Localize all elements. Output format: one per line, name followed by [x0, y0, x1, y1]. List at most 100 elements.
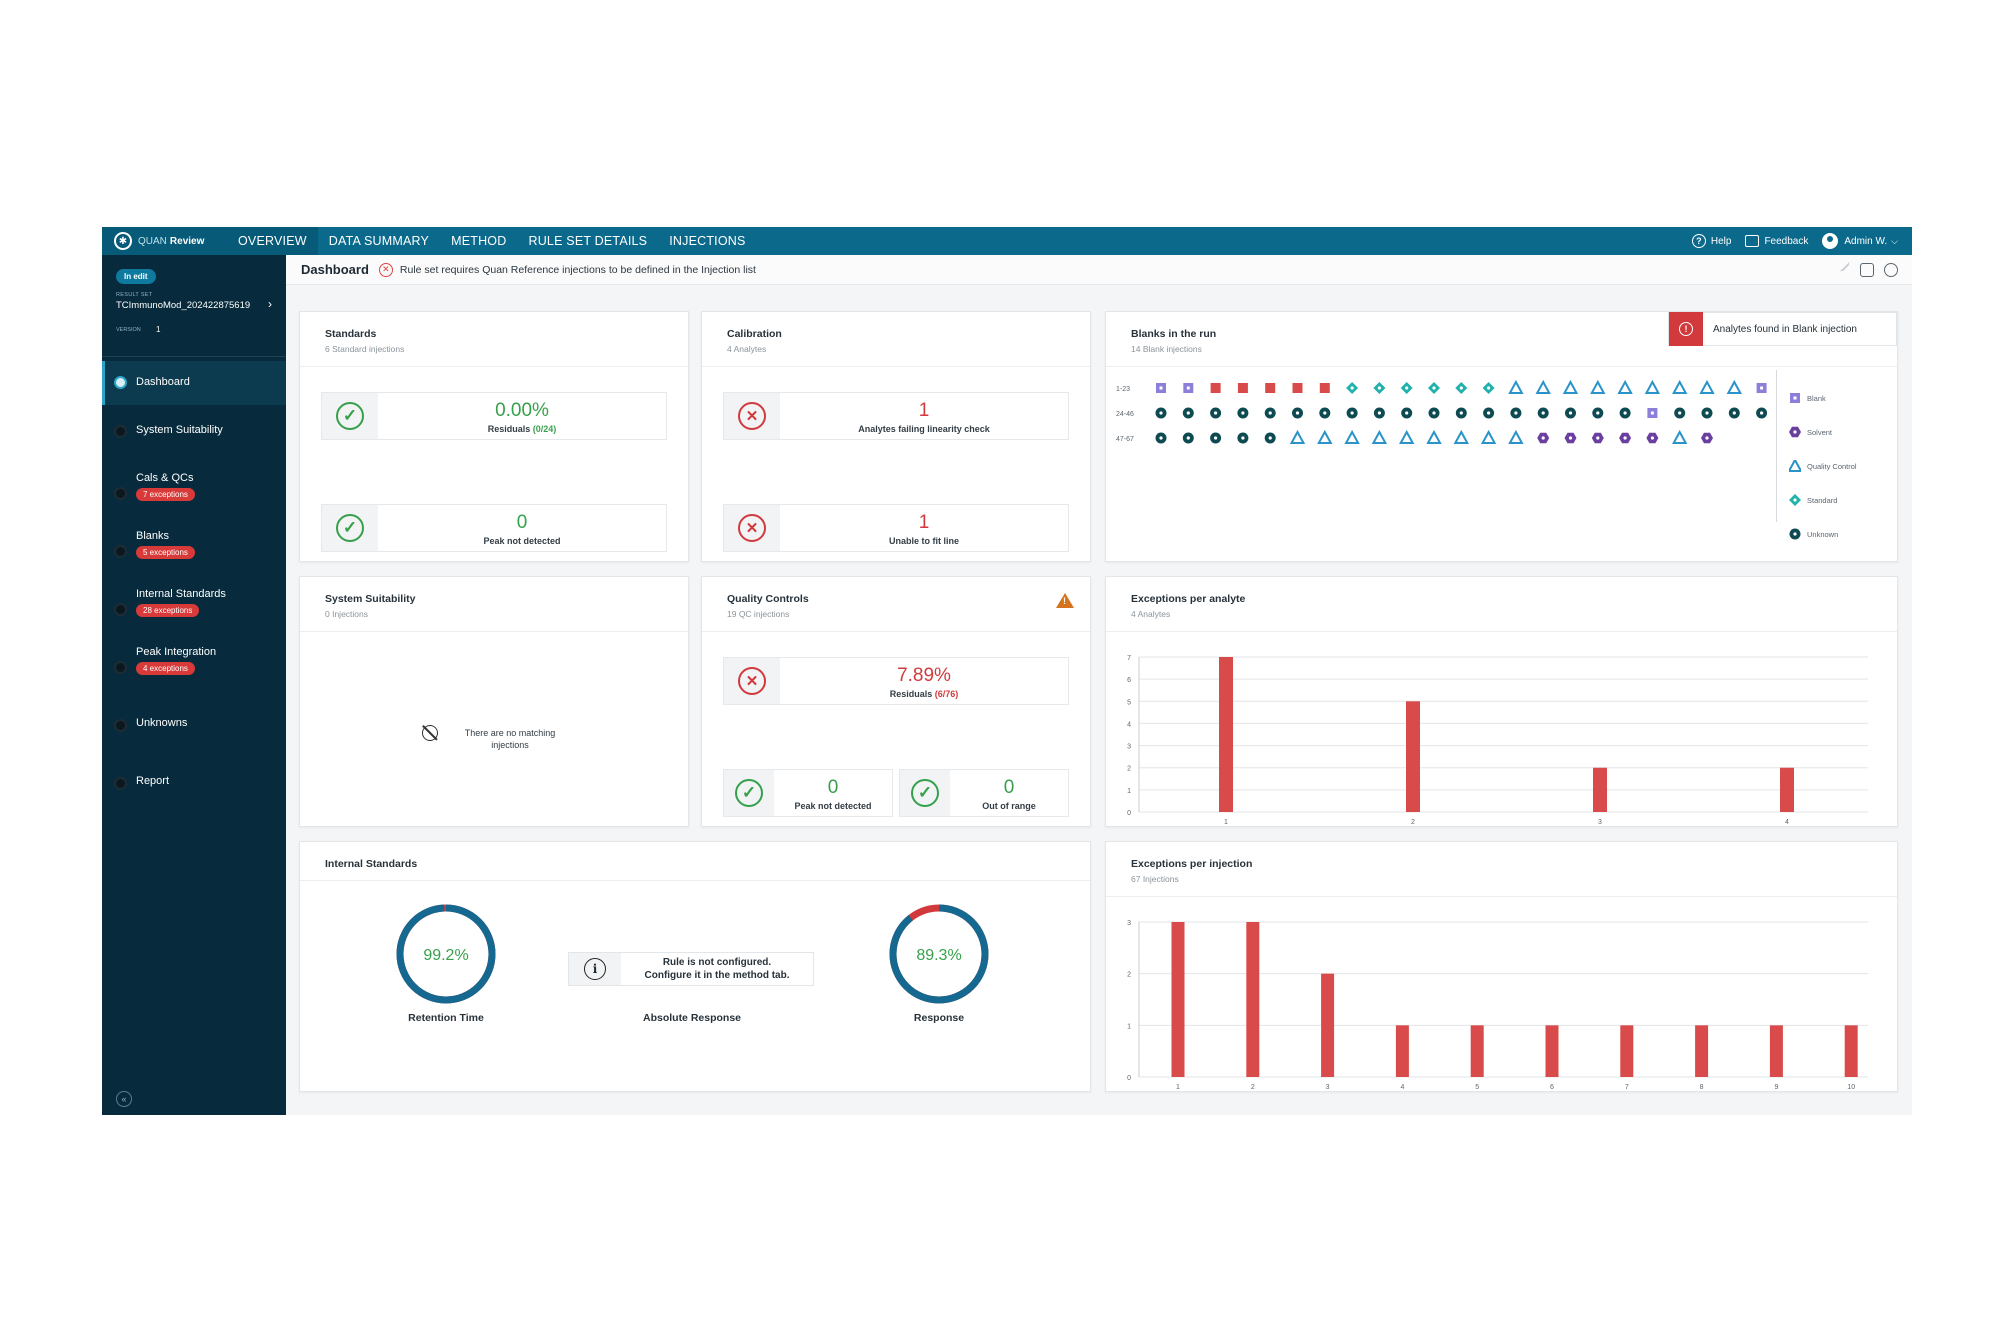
- residuals-stat[interactable]: ✓ 0.00% Residuals (0/24): [321, 392, 667, 440]
- stat-label: Analytes failing linearity check: [858, 424, 990, 434]
- quality-control-marker[interactable]: [1399, 429, 1415, 444]
- sidebar-item-peak-integration[interactable]: Peak Integration 4 exceptions: [102, 637, 286, 695]
- qc-peak-not-detected-stat[interactable]: ✓ 0 Peak not detected: [723, 769, 893, 817]
- y-tick-label: 2: [1127, 766, 1131, 773]
- quality-control-marker[interactable]: [1562, 379, 1579, 394]
- bar[interactable]: [1321, 973, 1335, 1077]
- feedback-button[interactable]: Feedback: [1745, 235, 1808, 247]
- quality-control-marker[interactable]: [1672, 379, 1688, 394]
- linearity-stat[interactable]: ✕ 1 Analytes failing linearity check: [723, 392, 1069, 440]
- bar[interactable]: [1620, 1025, 1634, 1077]
- warning-icon[interactable]: [1056, 593, 1074, 608]
- quality-control-marker[interactable]: [1371, 429, 1388, 444]
- bar[interactable]: [1780, 767, 1794, 812]
- stat-value: 0: [516, 512, 528, 533]
- quality-control-marker[interactable]: [1480, 429, 1497, 444]
- help-label: Help: [1710, 235, 1732, 247]
- chevron-right-icon[interactable]: ›: [268, 297, 272, 311]
- bar[interactable]: [1844, 1025, 1858, 1077]
- step-dot-icon: [114, 661, 127, 674]
- app-brand[interactable]: ✱ QUAN Review: [102, 227, 227, 255]
- bar[interactable]: [1395, 1025, 1409, 1077]
- collapse-sidebar-icon[interactable]: «: [116, 1091, 132, 1107]
- step-dot-icon: [114, 719, 127, 732]
- detected-blank-marker[interactable]: [1319, 383, 1330, 393]
- sidebar-item-cals-qcs[interactable]: Cals & QCs 7 exceptions: [102, 463, 286, 521]
- quality-control-marker[interactable]: [1453, 429, 1469, 444]
- marker-center: [1732, 411, 1736, 415]
- sidebar-item-unknowns[interactable]: Unknowns: [102, 695, 286, 753]
- sidebar-item-label: Dashboard: [136, 376, 190, 388]
- detected-blank-marker[interactable]: [1237, 383, 1248, 393]
- result-set-name[interactable]: TCImmunoMod_202422875619: [116, 300, 251, 311]
- quality-control-marker[interactable]: [1508, 379, 1524, 394]
- bar[interactable]: [1406, 701, 1420, 812]
- legend-marker-icon: [1789, 528, 1801, 540]
- quality-control-marker[interactable]: [1617, 379, 1633, 394]
- quality-control-marker[interactable]: [1535, 379, 1551, 394]
- sidebar-item-system-suitability[interactable]: System Suitability: [102, 405, 286, 463]
- absolute-response-info[interactable]: i Rule is not configured. Configure it i…: [568, 952, 814, 986]
- bar[interactable]: [1470, 1025, 1484, 1077]
- divider: [1106, 631, 1897, 632]
- edit-icon[interactable]: [1837, 259, 1851, 272]
- legend-marker-icon: [1790, 393, 1800, 403]
- quality-control-marker[interactable]: [1672, 429, 1688, 444]
- quality-control-marker[interactable]: [1317, 429, 1333, 444]
- row-range-label: 1-23: [1116, 386, 1130, 393]
- feedback-label: Feedback: [1764, 235, 1809, 247]
- marker-center: [1623, 436, 1627, 440]
- sidebar-item-label: Peak Integration: [136, 646, 217, 658]
- user-name: Admin W.: [1844, 235, 1888, 247]
- quality-control-marker[interactable]: [1590, 379, 1606, 394]
- quality-control-marker[interactable]: [1289, 429, 1306, 444]
- sidebar-item-internal-standards[interactable]: Internal Standards 28 exceptions: [102, 579, 286, 637]
- qc-residuals-stat[interactable]: ✕ 7.89% Residuals (6/76): [723, 657, 1069, 705]
- check-circle-icon: ✓: [336, 514, 364, 542]
- marker-center: [1405, 386, 1409, 390]
- tab-method[interactable]: METHOD: [451, 234, 507, 248]
- user-menu[interactable]: Admin W. ⌵: [1822, 233, 1898, 249]
- x-tick-label: 4: [1785, 819, 1789, 825]
- sidebar-item-dashboard[interactable]: Dashboard: [102, 361, 286, 405]
- sidebar-item-blanks[interactable]: Blanks 5 exceptions: [102, 521, 286, 579]
- stat-count: (0/24): [532, 424, 557, 434]
- bar[interactable]: [1769, 1025, 1783, 1077]
- bar[interactable]: [1695, 1025, 1709, 1077]
- quality-control-marker[interactable]: [1426, 429, 1442, 444]
- bar[interactable]: [1593, 767, 1607, 812]
- quality-control-marker[interactable]: [1508, 429, 1524, 444]
- x-tick-label: 9: [1774, 1084, 1778, 1090]
- blank-alert[interactable]: ! Analytes found in Blank injection: [1668, 312, 1897, 346]
- tab-rule-set-details[interactable]: RULE SET DETAILS: [528, 234, 648, 248]
- tab-injections[interactable]: INJECTIONS: [669, 234, 746, 248]
- quality-control-marker[interactable]: [1344, 429, 1360, 444]
- tab-data-summary[interactable]: DATA SUMMARY: [328, 234, 430, 248]
- bar[interactable]: [1246, 922, 1260, 1077]
- bar[interactable]: [1219, 657, 1233, 812]
- detected-blank-marker[interactable]: [1292, 383, 1303, 393]
- bar[interactable]: [1545, 1025, 1559, 1077]
- quality-control-marker[interactable]: [1726, 379, 1742, 394]
- quality-control-marker[interactable]: [1644, 379, 1661, 394]
- detected-blank-marker[interactable]: [1265, 383, 1276, 393]
- help-button[interactable]: ? Help: [1691, 234, 1732, 248]
- qc-out-of-range-stat[interactable]: ✓ 0 Out of range: [899, 769, 1069, 817]
- quality-control-marker[interactable]: [1789, 460, 1801, 472]
- result-set-label: RESULT SET: [116, 292, 153, 298]
- save-icon[interactable]: [1860, 262, 1874, 277]
- fit-line-stat[interactable]: ✕ 1 Unable to fit line: [723, 504, 1069, 552]
- tab-overview[interactable]: OVERVIEW: [227, 227, 318, 255]
- quality-control-marker[interactable]: [1699, 379, 1715, 394]
- detected-blank-marker[interactable]: [1210, 383, 1221, 393]
- history-icon[interactable]: [1884, 262, 1898, 277]
- peak-not-detected-stat[interactable]: ✓ 0 Peak not detected: [321, 504, 667, 552]
- card-title: Exceptions per injection: [1131, 858, 1253, 870]
- sidebar: In edit RESULT SET TCImmunoMod_202422875…: [102, 255, 286, 1115]
- stat-label: Residuals (0/24): [378, 424, 666, 434]
- stat-value: 1: [918, 400, 930, 421]
- legend-label: Solvent: [1807, 427, 1833, 437]
- sidebar-item-report[interactable]: Report: [102, 753, 286, 811]
- bar[interactable]: [1171, 922, 1185, 1077]
- status-badge: In edit: [116, 269, 156, 284]
